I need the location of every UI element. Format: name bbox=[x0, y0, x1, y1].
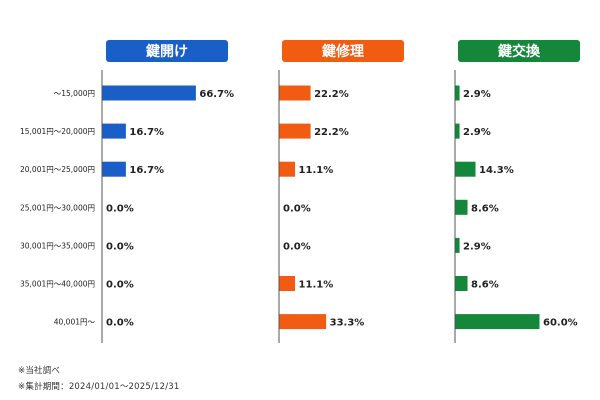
bar bbox=[279, 276, 296, 291]
bar bbox=[279, 85, 311, 101]
bar bbox=[455, 237, 460, 253]
bar-value-label: 8.6% bbox=[471, 203, 499, 214]
bar-value-label: 14.3% bbox=[479, 165, 514, 176]
series-header-label: 鍵修理 bbox=[322, 43, 364, 60]
category-label: 25,001円～30,000円 bbox=[20, 203, 95, 212]
bar-value-label: 16.7% bbox=[129, 165, 164, 176]
period-note: ※集計期間：2024/01/01～2025/12/31 bbox=[18, 382, 180, 392]
bar-value-label: 0.0% bbox=[106, 318, 134, 329]
bar-value-label: 60.0% bbox=[543, 318, 578, 329]
series-header-2 bbox=[282, 40, 404, 62]
bar bbox=[279, 314, 327, 330]
bar-value-label: 0.0% bbox=[106, 241, 134, 252]
bar bbox=[455, 85, 460, 101]
bar bbox=[455, 161, 476, 177]
bar-value-label: 33.3% bbox=[330, 318, 365, 329]
category-label: 40,001円～ bbox=[54, 318, 96, 327]
bar-value-label: 22.2% bbox=[314, 127, 349, 138]
bar-value-label: 2.9% bbox=[463, 241, 491, 252]
bar bbox=[102, 85, 196, 101]
bar bbox=[455, 314, 540, 330]
series-header-1 bbox=[106, 40, 228, 62]
category-label: 15,001円～20,000円 bbox=[20, 127, 95, 136]
category-label: 20,001円～25,000円 bbox=[20, 165, 95, 174]
bar-value-label: 8.6% bbox=[471, 280, 499, 291]
series-header-label: 鍵交換 bbox=[498, 43, 541, 60]
bar bbox=[102, 161, 126, 177]
bar bbox=[102, 123, 126, 139]
bar bbox=[455, 276, 468, 291]
bar-value-label: 0.0% bbox=[283, 203, 311, 214]
bar-value-label: 66.7% bbox=[199, 89, 234, 100]
bar-value-label: 2.9% bbox=[463, 89, 491, 100]
bar-value-label: 11.1% bbox=[299, 280, 334, 291]
bar bbox=[455, 199, 468, 215]
bar-value-label: 0.0% bbox=[106, 280, 134, 291]
bar-value-label: 11.1% bbox=[299, 165, 334, 176]
series-header-label: 鍵開け bbox=[146, 43, 188, 60]
bar-value-label: 2.9% bbox=[463, 127, 491, 138]
bar-value-label: 22.2% bbox=[314, 89, 349, 100]
bar bbox=[455, 123, 460, 139]
series-header-3 bbox=[458, 40, 580, 62]
category-label: 30,001円～35,000円 bbox=[20, 241, 95, 250]
bar bbox=[279, 123, 311, 139]
bar-value-label: 16.7% bbox=[129, 127, 164, 138]
category-label: ～15,000円 bbox=[54, 89, 95, 98]
bar-value-label: 0.0% bbox=[106, 203, 134, 214]
source-note: ※当社調べ bbox=[18, 366, 61, 376]
category-label: 35,001円～40,000円 bbox=[20, 280, 95, 289]
bar-value-label: 0.0% bbox=[283, 241, 311, 252]
bar bbox=[279, 161, 296, 177]
